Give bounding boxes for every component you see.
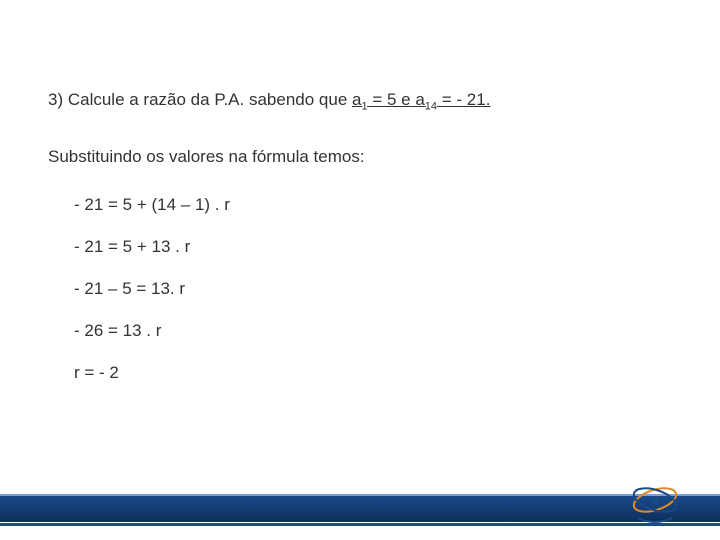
slide-content: 3) Calcule a razão da P.A. sabendo que a… — [0, 0, 720, 383]
question-prefix: 3) Calcule a razão da P.A. sabendo que — [48, 90, 352, 109]
step-line: - 21 – 5 = 13. r — [74, 279, 672, 299]
step-line: r = - 2 — [74, 363, 672, 383]
question-given: a1 = 5 e a14 = - 21. — [352, 90, 490, 109]
footer-bar — [0, 496, 720, 522]
step-line: - 21 = 5 + 13 . r — [74, 237, 672, 257]
footer-bottom-line — [0, 523, 720, 526]
step-line: - 21 = 5 + (14 – 1) . r — [74, 195, 672, 215]
step-line: - 26 = 13 . r — [74, 321, 672, 341]
question-text: 3) Calcule a razão da P.A. sabendo que a… — [48, 88, 672, 115]
intro-text: Substituindo os valores na fórmula temos… — [48, 147, 672, 167]
steps-list: - 21 = 5 + (14 – 1) . r - 21 = 5 + 13 . … — [48, 195, 672, 383]
brand-logo — [628, 478, 682, 528]
